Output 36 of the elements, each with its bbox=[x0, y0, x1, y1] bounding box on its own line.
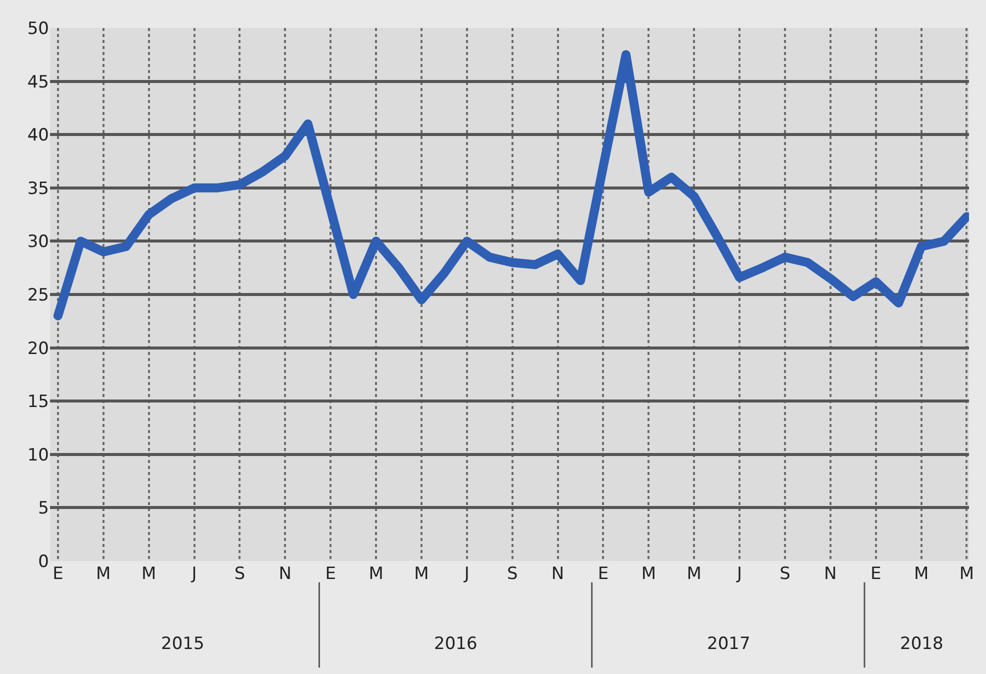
x-tick-label: N bbox=[551, 564, 564, 584]
x-tick-label: S bbox=[780, 564, 790, 584]
y-tick-label: 35 bbox=[27, 178, 49, 199]
x-tick-label: M bbox=[959, 564, 974, 584]
x-tick-label: J bbox=[736, 564, 742, 584]
y-tick-label: 40 bbox=[27, 126, 49, 146]
x-tick-label: J bbox=[190, 564, 197, 584]
x-tick-label: E bbox=[52, 564, 64, 584]
y-tick-label: 20 bbox=[27, 338, 49, 359]
y-tick-label: 5 bbox=[38, 498, 49, 519]
y-tick-label: 15 bbox=[27, 392, 49, 412]
text: 2018 bbox=[900, 634, 944, 654]
x-tick-label: M bbox=[686, 564, 702, 584]
x-tick-label: N bbox=[824, 564, 837, 584]
x-tick-label: E bbox=[598, 564, 609, 584]
x-tick-label: M bbox=[96, 564, 111, 584]
x-tick-label: N bbox=[278, 564, 292, 584]
x-tick-label: M bbox=[641, 564, 656, 584]
text: 2017 bbox=[707, 634, 750, 654]
x-tick-label: M bbox=[414, 564, 429, 584]
x-tick-label: M bbox=[914, 564, 929, 584]
x-tick-label: E bbox=[325, 564, 336, 584]
x-tick-label: M bbox=[368, 564, 384, 584]
y-tick-label: 50 bbox=[27, 18, 49, 39]
text: 2015 bbox=[161, 634, 204, 654]
y-tick-label: 10 bbox=[27, 445, 49, 466]
y-tick-label: 25 bbox=[27, 285, 49, 306]
x-tick-label: M bbox=[141, 564, 156, 584]
x-tick-label: S bbox=[234, 564, 246, 584]
y-tick-label: 30 bbox=[27, 232, 49, 252]
y-tick-label: 0 bbox=[38, 552, 49, 572]
x-tick-label: J bbox=[463, 564, 470, 584]
x-tick-label: S bbox=[506, 564, 518, 584]
y-tick-label: 45 bbox=[27, 72, 49, 92]
text: 2016 bbox=[434, 634, 478, 654]
x-tick-label: E bbox=[870, 564, 882, 584]
